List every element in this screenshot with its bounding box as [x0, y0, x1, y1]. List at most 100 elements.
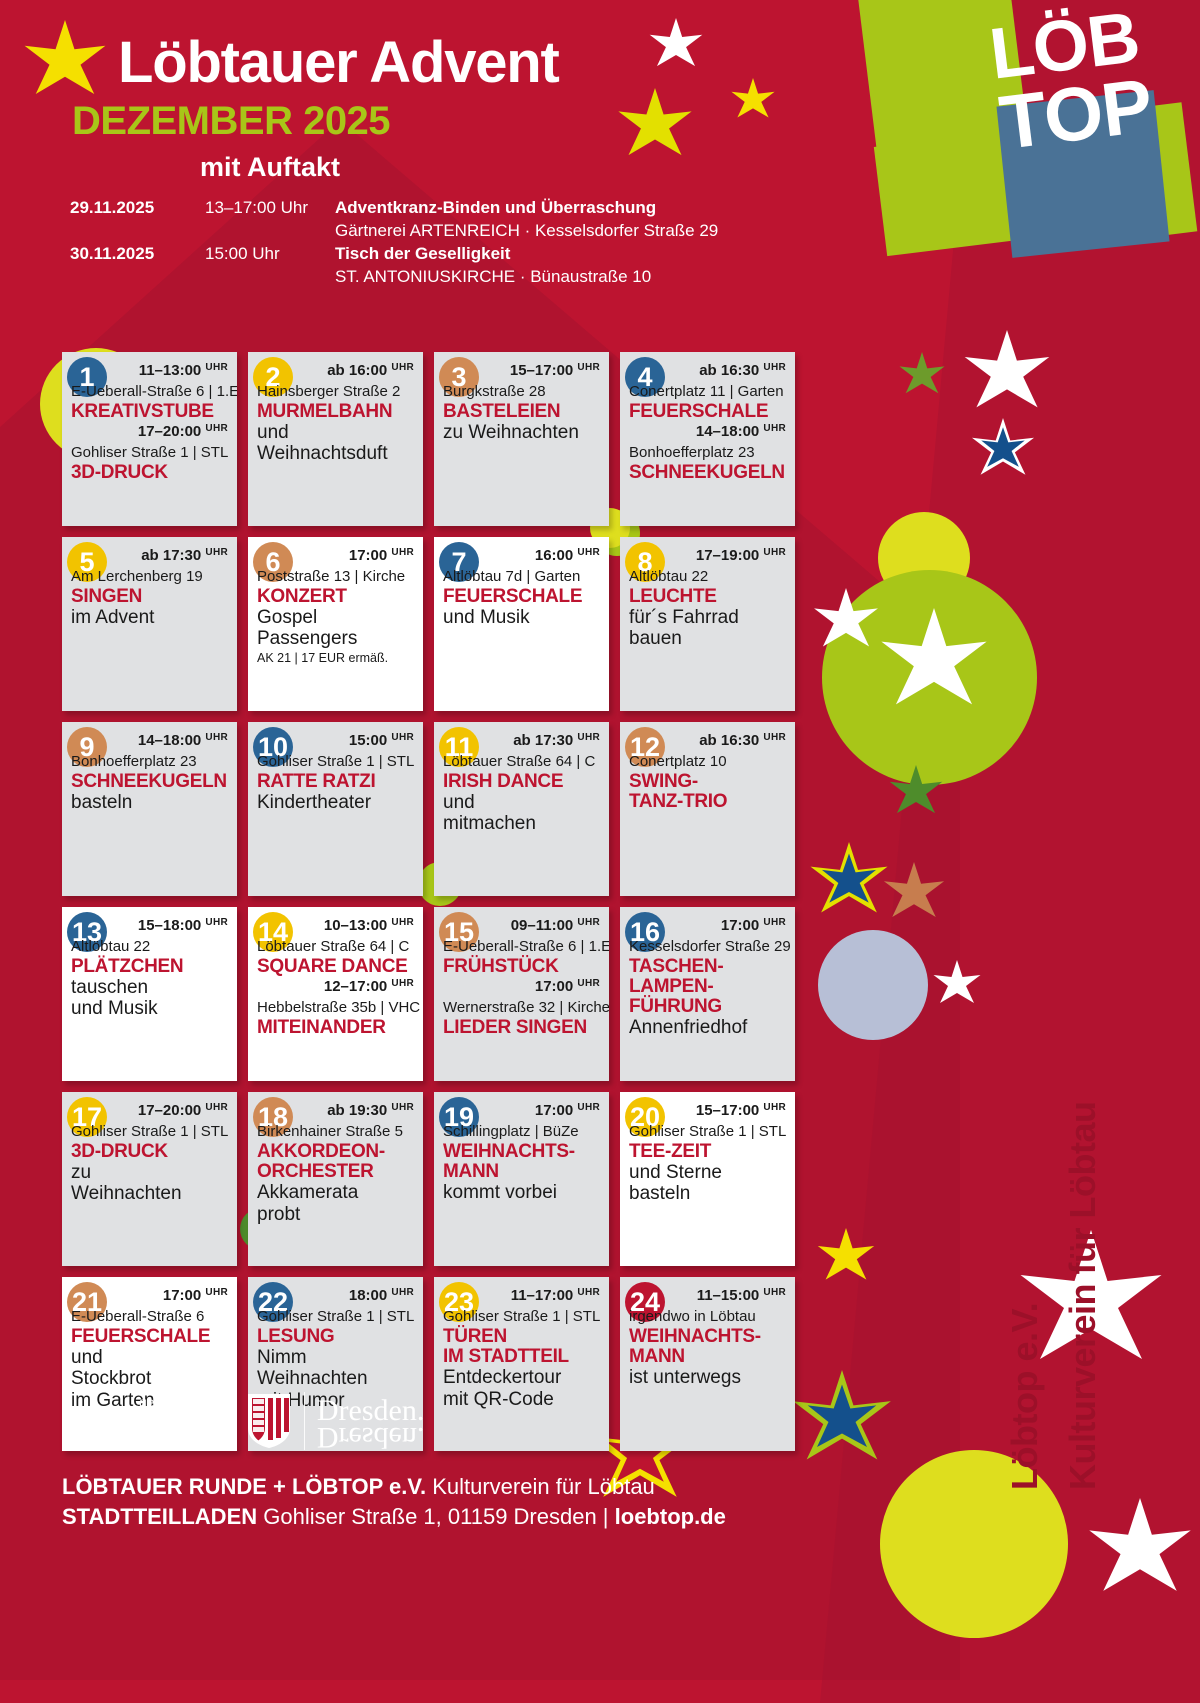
day-number-badge: 6 — [253, 542, 293, 582]
entry-time-unit: UHR — [205, 423, 228, 435]
entry-location: Altlöbtau 7d | Garten — [443, 568, 581, 585]
entry-location: Birkenhainer Straße 5 — [257, 1123, 403, 1140]
entry-title: IRISH DANCE — [443, 771, 564, 792]
advent-day-card[interactable]: 20 15–17:00 UHR Gohliser Straße 1 | STL TEE… — [620, 1092, 795, 1266]
entry-time: 17:00 UHR — [720, 917, 786, 934]
advent-day-card[interactable]: 14 10–13:00 UHR Löbtauer Straße 64 | C SQUA… — [248, 907, 423, 1081]
day-entry: ab 16:30 UHR Conertplatz 10 SWING- TANZ-TRI… — [629, 732, 786, 812]
advent-day-card[interactable]: 19 17:00 UHR Schillingplatz | BüZe WEIHNACH… — [434, 1092, 609, 1266]
entry-subtitle: und mitmachen — [443, 792, 536, 835]
advent-day-card[interactable]: 1 11–13:00 UHR E-Ueberall-Straße 6 | 1.E KR… — [62, 352, 237, 526]
advent-day-card[interactable]: 21 17:00 UHR E-Ueberall-Straße 6 FEUERSCHAL… — [62, 1277, 237, 1451]
advent-day-card[interactable]: 4 ab 16:30 UHR Conertplatz 11 | Garten FEUE… — [620, 352, 795, 526]
entry-location: Hebbelstraße 35b | VHC — [257, 999, 421, 1017]
entry-time-unit: UHR — [391, 1287, 414, 1298]
day-number-badge: 9 — [67, 727, 107, 767]
dresden-word-top: Dresden. — [316, 1394, 425, 1427]
pre-event-date: 29.11.2025 — [70, 198, 155, 217]
advent-day-card[interactable]: 6 17:00 UHR Poststraße 13 | Kirche KONZERT G… — [248, 537, 423, 711]
star-orange-1 — [882, 862, 946, 926]
dresden-crest-icon — [246, 1392, 292, 1450]
entry-time: 17–20:00 UHR — [137, 423, 228, 441]
day-entry: 17:00 UHR Schillingplatz | BüZe WEIHNACHTS… — [443, 1102, 600, 1204]
entry-location: Hainsberger Straße 2 — [257, 383, 401, 400]
day-number-badge: 23 — [439, 1282, 479, 1322]
advent-day-card[interactable]: 2 ab 16:00 UHR Hainsberger Straße 2 MURMELB… — [248, 352, 423, 526]
entry-subtitle: Akkamerata probt — [257, 1182, 359, 1225]
pre-event-body: Adventkranz-Binden und Überraschung Gärtn… — [335, 197, 860, 243]
entry-time: 11–15:00 UHR — [696, 1287, 786, 1304]
star-green-blue — [790, 1370, 894, 1474]
advent-day-card[interactable]: 7 16:00 UHR Altlöbtau 7d | Garten FEUERSCHA… — [434, 537, 609, 711]
pre-event-row: 30.11.2025 15:00 Uhr Tisch der Geselligkei… — [70, 243, 860, 289]
advent-day-card[interactable]: 15 09–11:00 UHR E-Ueberall-Straße 6 | 1.E F… — [434, 907, 609, 1081]
footer-contact: LÖBTAUER RUNDE + LÖBTOP e.V. Kulturverei… — [62, 1472, 822, 1531]
entry-time-unit: UHR — [205, 1102, 228, 1113]
advent-day-card[interactable]: 23 11–17:00 UHR Gohliser Straße 1 | STL TÜR… — [434, 1277, 609, 1451]
day-entry: 18:00 UHR Gohliser Straße 1 | STL LESUNG Ni… — [257, 1287, 414, 1411]
day-entry: 17:00 UHR Kesselsdorfer Straße 29 TASCHEN-… — [629, 917, 791, 1039]
advent-day-card[interactable]: 18 ab 19:30 UHR Birkenhainer Straße 5 AKKOR… — [248, 1092, 423, 1266]
advent-day-card[interactable]: 17 17–20:00 UHR Gohliser Straße 1 | STL 3D-… — [62, 1092, 237, 1266]
entry-subtitle: und Musik — [443, 607, 530, 629]
day-entry: 14–18:00 UHR Bonhoefferplatz 23 SCHNEEKUGE… — [71, 732, 228, 813]
advent-day-card[interactable]: 3 15–17:00 UHR Burgkstraße 28 BASTELEIEN zu … — [434, 352, 609, 526]
entry-subtitle: Gospel Passengers — [257, 607, 358, 650]
star-blue-outlined-1 — [970, 418, 1036, 484]
entry-time: ab 19:30 UHR — [327, 1102, 414, 1119]
star-white-1 — [648, 18, 704, 74]
star-white-7 — [1086, 1498, 1194, 1606]
star-green-2 — [888, 765, 944, 821]
entry-location: Gohliser Straße 1 | STL — [71, 444, 229, 462]
sponsor-text: gefördert durch die Landeshauptstadt Dresd… — [100, 1393, 234, 1448]
entry-time-unit: UHR — [763, 1102, 786, 1113]
day-entry: 12–17:00 UHR Hebbelstraße 35b | VHC MITEIN… — [257, 978, 421, 1039]
entry-time-unit: UHR — [763, 423, 786, 435]
entry-time-unit: UHR — [391, 917, 414, 928]
pre-event-title: Adventkranz-Binden und Überraschung — [335, 198, 657, 217]
entry-time: 17:00 UHR — [162, 1287, 228, 1304]
day-entry: 17:00 UHR E-Ueberall-Straße 6 FEUERSCHALE u… — [71, 1287, 228, 1411]
day-number-badge: 4 — [625, 357, 665, 397]
day-entry: 17–20:00 UHR Gohliser Straße 1 | STL 3D-DR… — [71, 1102, 228, 1205]
entry-title: FRÜHSTÜCK — [443, 956, 559, 977]
loebtop-logo[interactable]: LÖB TOP — [856, 0, 1198, 260]
star-blue-yellow — [808, 842, 890, 924]
day-entry: 15–17:00 UHR Burgkstraße 28 BASTELEIEN zu W… — [443, 362, 600, 443]
entry-location: irgendwo in Löbtau — [629, 1308, 756, 1325]
entry-location: Gohliser Straße 1 | STL — [71, 1123, 229, 1140]
advent-day-card[interactable]: 13 15–18:00 UHR Altlöbtau 22 PLÄTZCHEN tausc… — [62, 907, 237, 1081]
advent-day-card[interactable]: 9 14–18:00 UHR Bonhoefferplatz 23 SCHNEEKUG… — [62, 722, 237, 896]
advent-day-card[interactable]: 16 17:00 UHR Kesselsdorfer Straße 29 TASCHE… — [620, 907, 795, 1081]
day-number-badge: 24 — [625, 1282, 665, 1322]
entry-location: Gohliser Straße 1 | STL — [629, 1123, 787, 1140]
entry-title: SCHNEEKUGELN — [629, 462, 785, 484]
entry-time: 17:00 UHR — [534, 1102, 600, 1119]
day-entry: ab 17:30 UHR Löbtauer Straße 64 | C IRISH … — [443, 732, 600, 835]
entry-title: MITEINANDER — [257, 1017, 386, 1039]
day-number-badge: 20 — [625, 1097, 665, 1137]
entry-time-unit: UHR — [577, 1287, 600, 1298]
entry-time-unit: UHR — [391, 732, 414, 743]
entry-time: 12–17:00 UHR — [323, 978, 414, 996]
entry-time: 14–18:00 UHR — [695, 423, 786, 441]
day-entry: 09–11:00 UHR E-Ueberall-Straße 6 | 1.E FRÜ… — [443, 917, 609, 977]
entry-time-unit: UHR — [763, 547, 786, 558]
entry-title: KONZERT — [257, 586, 347, 607]
entry-time-unit: UHR — [577, 978, 600, 990]
advent-day-card[interactable]: 24 11–15:00 UHR irgendwo in Löbtau WEIHNACH… — [620, 1277, 795, 1451]
advent-day-card[interactable]: 5 ab 17:30 UHR Am Lerchenberg 19 SINGEN im A… — [62, 537, 237, 711]
footer-website-link[interactable]: loebtop.de — [614, 1503, 726, 1529]
advent-day-card[interactable]: 12 ab 16:30 UHR Conertplatz 10 SWING- TANZ-T… — [620, 722, 795, 896]
star-green-1 — [898, 352, 946, 400]
entry-title: TÜREN IM STADTTEIL — [443, 1326, 569, 1368]
advent-day-card[interactable]: 10 15:00 UHR Gohliser Straße 1 | STL RATTE … — [248, 722, 423, 896]
entry-time-unit: UHR — [205, 917, 228, 928]
advent-day-card[interactable]: 11 ab 17:30 UHR Löbtauer Straße 64 | C IRIS… — [434, 722, 609, 896]
day-number-badge: 21 — [67, 1282, 107, 1322]
entry-title: AKKORDEON- ORCHESTER — [257, 1141, 385, 1183]
advent-day-card[interactable]: 8 17–19:00 UHR Altlöbtau 22 LEUCHTE für´s Fa… — [620, 537, 795, 711]
entry-title: FEUERSCHALE — [629, 401, 769, 422]
entry-subtitle: tauschen und Musik — [71, 977, 158, 1020]
entry-title: LESUNG — [257, 1326, 335, 1347]
